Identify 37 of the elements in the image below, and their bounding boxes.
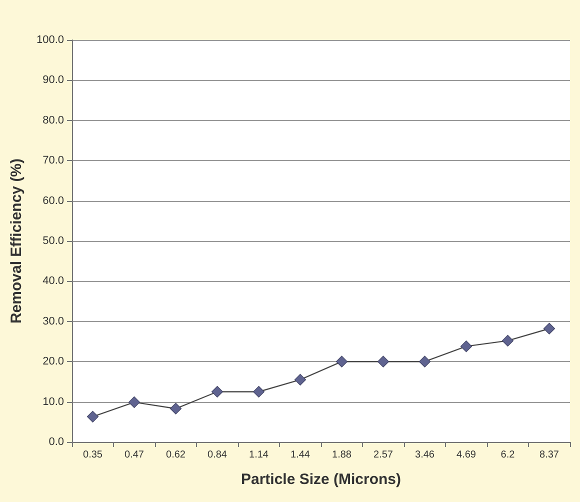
point	[252, 386, 265, 398]
point	[211, 386, 224, 398]
y-tick-label: 30.0	[42, 315, 64, 328]
y-tick-label: 70.0	[42, 154, 64, 167]
x-tick-label: 0.62	[166, 450, 186, 460]
y-tick-label: 0.0	[48, 436, 64, 448]
x-tick-label: 0.47	[124, 450, 144, 460]
point	[460, 340, 472, 352]
x-tick-label: 1.44	[290, 450, 310, 460]
x-tick-label: 1.14	[249, 450, 269, 460]
x-tick-label: 8.37	[540, 450, 560, 460]
x-tick-label: 6.2	[500, 450, 516, 460]
x-axis-title: Particle Size (Microns)	[240, 471, 402, 488]
x-tick-label: 1.88	[332, 450, 352, 460]
y-tick-label: 40.0	[42, 275, 64, 288]
point	[377, 356, 390, 368]
x-tick-label: 2.57	[374, 450, 394, 460]
point	[502, 334, 514, 346]
y-tick-label: 20.0	[42, 356, 64, 368]
point	[294, 374, 306, 386]
y-tick-label: 50.0	[42, 235, 64, 247]
x-tick-label: 4.69	[456, 450, 476, 460]
point	[170, 402, 182, 414]
point	[418, 356, 431, 368]
y-tick-label: 100.0	[36, 34, 64, 46]
y-tick-label: 60.0	[42, 194, 64, 207]
x-tick-label: 0.84	[208, 450, 228, 460]
x-tick-label: 3.46	[415, 450, 435, 460]
point	[336, 356, 348, 368]
point	[86, 410, 99, 422]
point	[128, 396, 140, 408]
y-tick-label: 80.0	[42, 114, 64, 126]
y-tick-label: 90.0	[42, 74, 64, 86]
y-axis-title: Removal Efficiency (%)	[8, 158, 25, 324]
point	[543, 322, 556, 334]
y-tick-label: 10.0	[42, 396, 64, 408]
x-tick-label: 0.35	[83, 450, 103, 460]
